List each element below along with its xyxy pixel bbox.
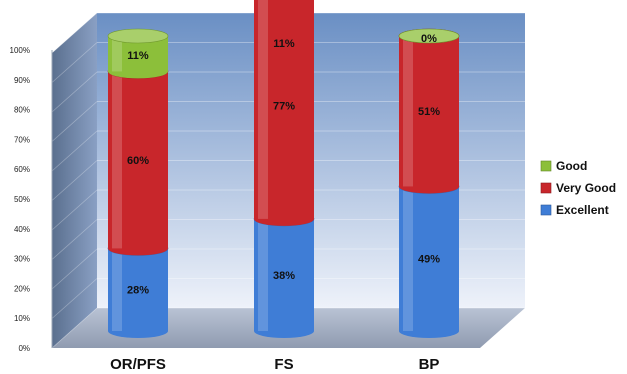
gridline-side	[51, 189, 98, 231]
bar-segment-excellent	[399, 186, 459, 338]
y-tick-label: 80%	[14, 106, 30, 115]
bar-segment-very-good	[254, 0, 314, 226]
y-tick-label: 0%	[18, 344, 30, 353]
gridline-side	[51, 248, 98, 290]
data-label: 60%	[127, 155, 149, 167]
y-tick-label: 10%	[14, 314, 30, 323]
x-axis-categories: OR/PFS FS BP	[110, 356, 439, 373]
y-tick-label: 30%	[14, 255, 30, 264]
bar-highlight	[258, 218, 268, 331]
bar-highlight	[258, 0, 268, 219]
gridline-side	[51, 12, 98, 54]
y-tick-label: 60%	[14, 165, 30, 174]
bar-cap-good	[107, 28, 169, 44]
data-label: 11%	[127, 50, 149, 62]
bar-stack-bp	[398, 28, 460, 338]
legend-swatch-good	[540, 160, 552, 172]
data-label: 11%	[273, 38, 295, 50]
bar-segment-good	[108, 36, 169, 79]
bars: 28% 60% 11% 38% 77% 11% 49% 51% 0%	[107, 0, 460, 338]
bar-segment-very-good	[108, 71, 169, 256]
bar-segment-excellent	[254, 218, 314, 338]
legend-label: Excellent	[556, 203, 609, 217]
bar-highlight	[403, 186, 413, 331]
y-tick-label: 50%	[14, 195, 30, 204]
side-wall	[52, 13, 97, 348]
legend-swatch-excellent	[540, 204, 552, 216]
y-tick-label: 20%	[14, 284, 30, 293]
legend-label: Good	[556, 159, 587, 173]
y-tick-label: 90%	[14, 76, 30, 85]
x-category-label: BP	[419, 356, 440, 373]
bar-highlight	[403, 36, 413, 187]
y-axis-ticks: 0% 10% 20% 30% 40% 50% 60% 70% 80% 90% 100%	[10, 46, 53, 353]
bar-segment-excellent	[108, 248, 168, 338]
legend-label: Very Good	[556, 181, 616, 195]
gridline-side	[51, 307, 98, 349]
bar-highlight	[112, 36, 122, 72]
bar-highlight	[112, 71, 122, 249]
gridline-side	[51, 160, 98, 201]
gridline-side	[51, 219, 98, 260]
data-label: 0%	[421, 33, 437, 45]
gridline-side	[51, 278, 98, 319]
y-tick-label: 70%	[14, 135, 30, 144]
y-tick-label: 40%	[14, 225, 30, 234]
data-label: 38%	[273, 270, 295, 282]
y-tick-label: 100%	[10, 46, 30, 55]
gridline-side	[51, 130, 98, 172]
data-label: 51%	[418, 106, 440, 118]
bar-segment-very-good	[399, 36, 459, 194]
data-label: 49%	[418, 254, 440, 266]
data-label: 77%	[273, 100, 295, 112]
bar-highlight	[112, 248, 122, 331]
legend: Good Very Good Excellent	[540, 159, 616, 217]
data-label: 28%	[127, 285, 149, 297]
bar-stack-fs	[253, 0, 315, 338]
x-category-label: OR/PFS	[110, 356, 166, 373]
legend-swatch-very-good	[540, 182, 552, 194]
bar-stack-or-pfs	[107, 28, 169, 338]
gridline-side	[51, 42, 98, 83]
gridline-side	[51, 101, 98, 142]
x-category-label: FS	[274, 356, 293, 373]
gridline-side	[51, 71, 98, 113]
bar-cap-good	[398, 28, 460, 44]
